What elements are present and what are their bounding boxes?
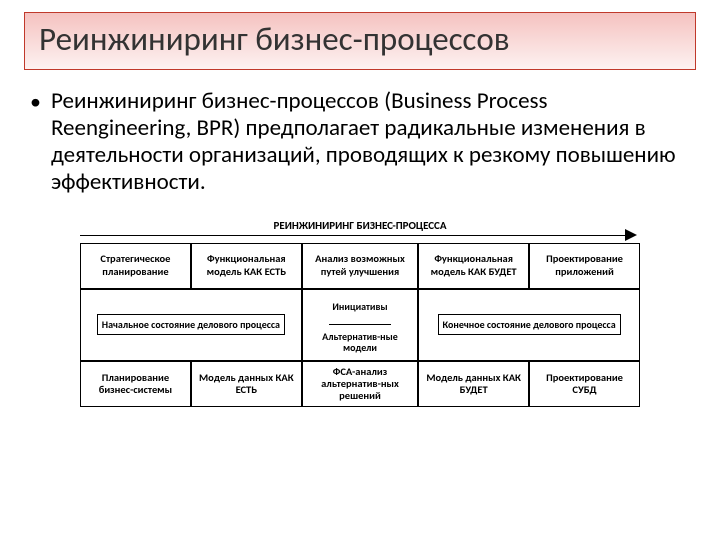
arrow-line bbox=[80, 235, 626, 236]
arrow-head-icon bbox=[625, 229, 637, 241]
cell-r1c1: Стратегическое планирование bbox=[80, 243, 191, 289]
cell-r1c2: Функциональная модель КАК ЕСТЬ bbox=[191, 243, 302, 289]
bullet-marker: • bbox=[30, 90, 41, 114]
cell-r2c12: Начальное состояние делового процесса bbox=[80, 289, 302, 361]
cell-r3c1: Планирование бизнес-системы bbox=[80, 361, 191, 407]
diagram-grid: Стратегическое планирование Функциональн… bbox=[80, 243, 640, 407]
cell-r2c3: Инициативы Альтернатив-ные модели bbox=[302, 289, 418, 361]
diagram-header-text: РЕИНЖИНИРИНГ БИЗНЕС-ПРОЦЕССА bbox=[80, 219, 640, 232]
inner-box-initial: Начальное состояние делового процесса bbox=[97, 314, 285, 335]
cell-r3c4: Модель данных КАК БУДЕТ bbox=[418, 361, 529, 407]
cell-r2c3-bot: Альтернатив-ные модели bbox=[303, 325, 417, 360]
cell-r3c2: Модель данных КАК ЕСТЬ bbox=[191, 361, 302, 407]
page-title: Реинжиниринг бизнес-процессов bbox=[39, 19, 681, 59]
inner-box-final: Конечное состояние делового процесса bbox=[438, 314, 621, 335]
cell-r1c4: Функциональная модель КАК БУДЕТ bbox=[418, 243, 529, 289]
bullet-text: Реинжиниринг бизнес-процессов (Business … bbox=[51, 88, 690, 197]
bullet-item: • Реинжиниринг бизнес-процессов (Busines… bbox=[30, 88, 690, 197]
diagram-header: РЕИНЖИНИРИНГ БИЗНЕС-ПРОЦЕССА bbox=[80, 217, 640, 239]
cell-r2c3-top: Инициативы bbox=[329, 290, 390, 326]
cell-r1c3: Анализ возможных путей улучшения bbox=[302, 243, 418, 289]
diagram-container: РЕИНЖИНИРИНГ БИЗНЕС-ПРОЦЕССА Стратегичес… bbox=[80, 217, 640, 407]
cell-r1c5: Проектирование приложений bbox=[529, 243, 640, 289]
cell-r2c45: Конечное состояние делового процесса bbox=[418, 289, 640, 361]
title-box: Реинжиниринг бизнес-процессов bbox=[24, 12, 696, 70]
cell-r3c3: ФСА-анализ альтернатив-ных решений bbox=[302, 361, 418, 407]
cell-r3c5: Проектирование СУБД bbox=[529, 361, 640, 407]
